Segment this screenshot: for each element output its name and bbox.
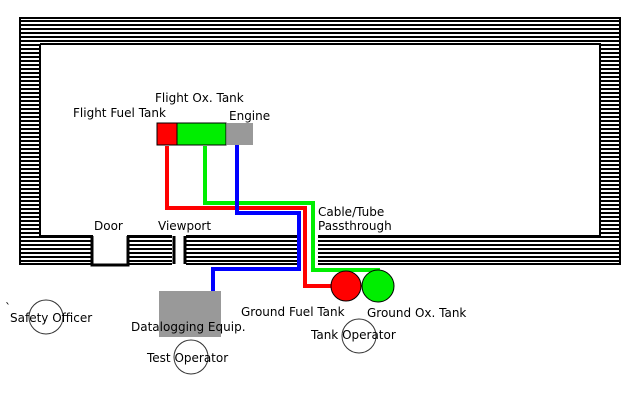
datalogging-equipment <box>159 291 221 337</box>
label-ground-ox-tank: Ground Ox. Tank <box>367 306 467 320</box>
label-door: Door <box>94 219 123 233</box>
flight-fuel-tank <box>156 122 178 146</box>
test-operator-person <box>173 339 209 375</box>
viewport <box>172 236 187 264</box>
label-engine: Engine <box>229 109 271 123</box>
label-safety-officer: Safety Officer <box>10 311 93 325</box>
fuel-line <box>165 146 333 288</box>
wall-left <box>20 18 40 264</box>
label-viewport: Viewport <box>158 219 212 233</box>
door-opening <box>93 236 127 266</box>
label-test-operator: Test Operator <box>147 351 229 365</box>
data-cable <box>211 143 301 292</box>
label-flight-fuel-tank: Flight Fuel Tank <box>73 106 166 120</box>
label-passthrough: Cable/Tube Passthrough <box>318 205 392 233</box>
stray-mark: ` <box>5 301 11 315</box>
tank-operator-person <box>341 318 377 354</box>
safety-officer-person <box>28 299 64 335</box>
label-tank-operator: Tank Operator <box>311 328 396 342</box>
wall-outer-outline <box>19 17 621 265</box>
wall-top <box>20 18 620 44</box>
label-flight-ox-tank: Flight Ox. Tank <box>155 91 244 105</box>
label-datalogging-equip: Datalogging Equip. <box>131 320 246 334</box>
ground-ox-tank <box>361 269 395 303</box>
ground-fuel-tank <box>330 270 362 302</box>
door <box>90 236 130 267</box>
label-ground-fuel-tank: Ground Fuel Tank <box>241 305 345 319</box>
wall-inner-outline <box>39 43 601 237</box>
engine <box>227 123 253 145</box>
flight-ox-tank <box>176 122 227 146</box>
passthrough-opening <box>300 236 318 266</box>
flight-hardware <box>156 122 253 146</box>
wall-right <box>600 18 620 264</box>
